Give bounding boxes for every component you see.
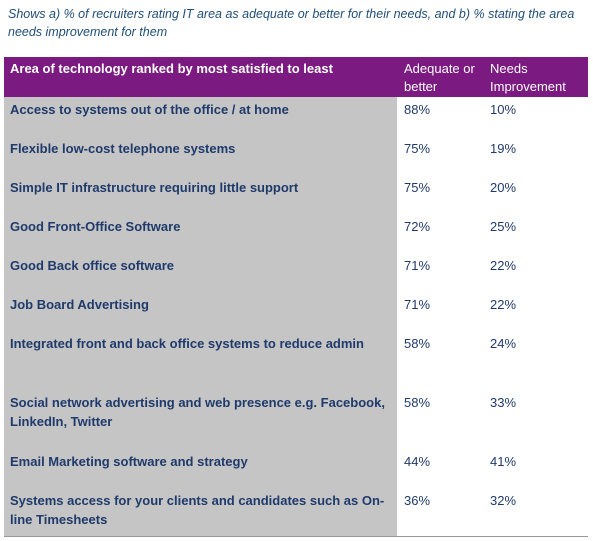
row-needs: 20% [490, 180, 517, 195]
header-area: Area of technology ranked by most satisf… [10, 61, 333, 76]
row-adequate: 71% [404, 258, 431, 273]
row-needs: 19% [490, 141, 517, 156]
row-adequate: 75% [404, 141, 431, 156]
row-area: Access to systems out of the office / at… [10, 102, 289, 117]
table-header: Area of technology ranked by most satisf… [4, 57, 588, 97]
row-adequate: 88% [404, 102, 431, 117]
row-adequate: 75% [404, 180, 431, 195]
row-area: Email Marketing software and strategy [10, 454, 248, 469]
row-adequate: 36% [404, 493, 431, 508]
row-adequate: 71% [404, 297, 431, 312]
row-area: Social network advertising and web prese… [10, 395, 385, 429]
row-adequate: 58% [404, 336, 431, 351]
row-adequate: 72% [404, 219, 431, 234]
row-area: Systems access for your clients and cand… [10, 493, 385, 527]
area-column-background [4, 97, 397, 537]
row-needs: 32% [490, 493, 517, 508]
row-area: Good Back office software [10, 258, 174, 273]
header-needs-improvement: Needs Improvement [490, 61, 566, 94]
header-adequate: Adequate or better [404, 61, 475, 94]
row-needs: 33% [490, 395, 517, 410]
row-needs: 24% [490, 336, 517, 351]
row-needs: 22% [490, 258, 517, 273]
satisfaction-table: Area of technology ranked by most satisf… [4, 57, 588, 537]
row-needs: 10% [490, 102, 517, 117]
row-needs: 22% [490, 297, 517, 312]
table-bottom-border [4, 536, 588, 537]
row-area: Flexible low-cost telephone systems [10, 141, 236, 156]
row-area: Good Front-Office Software [10, 219, 181, 234]
row-needs: 41% [490, 454, 517, 469]
row-area: Simple IT infrastructure requiring littl… [10, 180, 299, 195]
row-needs: 25% [490, 219, 517, 234]
row-area: Job Board Advertising [10, 297, 149, 312]
row-area: Integrated front and back office systems… [10, 336, 364, 351]
row-adequate: 58% [404, 395, 431, 410]
table-caption: Shows a) % of recruiters rating IT area … [8, 7, 575, 39]
row-adequate: 44% [404, 454, 431, 469]
